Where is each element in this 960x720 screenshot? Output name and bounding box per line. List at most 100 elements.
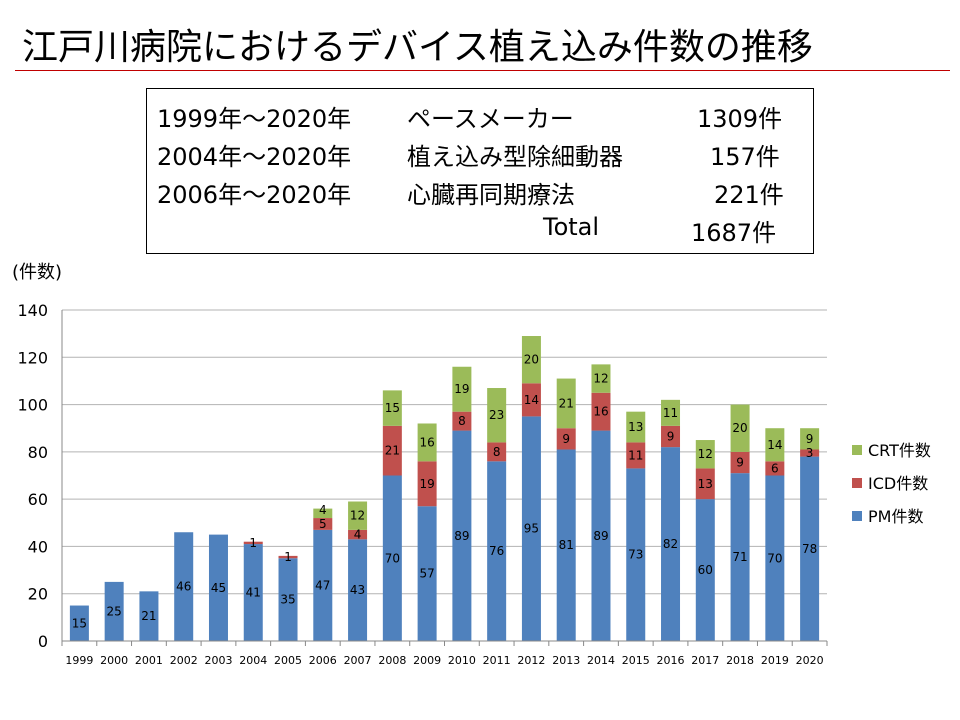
title-divider bbox=[15, 70, 950, 71]
summary-device: Total bbox=[543, 213, 600, 241]
y-tick-label: 40 bbox=[28, 537, 48, 556]
data-label: 35 bbox=[280, 593, 295, 607]
bar-segment bbox=[278, 555, 298, 559]
x-tick-label: 2005 bbox=[274, 654, 302, 667]
data-label: 16 bbox=[419, 435, 434, 449]
data-label: 5 bbox=[319, 517, 327, 531]
data-label: 47 bbox=[315, 578, 330, 592]
bar-segment bbox=[661, 425, 681, 448]
data-label: 21 bbox=[559, 396, 574, 410]
x-tick-label: 2010 bbox=[448, 654, 476, 667]
legend-label: ICD件数 bbox=[868, 474, 928, 493]
summary-device: 心臓再同期療法 bbox=[407, 181, 575, 209]
data-label: 8 bbox=[493, 445, 501, 459]
bar-segment bbox=[139, 591, 159, 641]
bar-segment bbox=[382, 425, 402, 476]
x-tick-label: 2008 bbox=[378, 654, 406, 667]
summary-period: 2004年～2020年 bbox=[157, 143, 352, 171]
x-tick-label: 2017 bbox=[691, 654, 719, 667]
y-axis-label: (件数) bbox=[12, 262, 63, 283]
data-label: 57 bbox=[419, 567, 434, 581]
bar-segment bbox=[591, 392, 611, 431]
data-label: 16 bbox=[593, 405, 608, 419]
bar-segment bbox=[765, 461, 785, 476]
data-label: 82 bbox=[663, 537, 678, 551]
bar-segment bbox=[556, 378, 576, 429]
bar-segment bbox=[626, 411, 646, 443]
bar-segment bbox=[626, 442, 646, 469]
x-tick-label: 2011 bbox=[483, 654, 511, 667]
x-tick-label: 2015 bbox=[622, 654, 650, 667]
y-tick-label: 100 bbox=[17, 396, 48, 415]
data-label: 13 bbox=[628, 420, 643, 434]
legend-swatch bbox=[852, 511, 862, 521]
data-label: 95 bbox=[524, 522, 539, 536]
data-label: 23 bbox=[489, 408, 504, 422]
data-label: 71 bbox=[732, 550, 747, 564]
data-label: 4 bbox=[354, 528, 362, 542]
page-title: 江戸川病院におけるデバイス植え込み件数の推移 bbox=[22, 27, 813, 68]
summary-box: 1999年～2020年 ペースメーカー 1309件 2004年～2020年 植え… bbox=[146, 88, 814, 254]
x-tick-label: 2007 bbox=[344, 654, 372, 667]
bar-segment bbox=[382, 390, 402, 426]
data-label: 20 bbox=[524, 353, 539, 367]
summary-device: ペースメーカー bbox=[407, 105, 574, 133]
x-tick-label: 2002 bbox=[170, 654, 198, 667]
data-label: 81 bbox=[559, 538, 574, 552]
data-label: 89 bbox=[454, 529, 469, 543]
data-label: 1 bbox=[284, 550, 292, 564]
data-label: 45 bbox=[211, 581, 226, 595]
bar-segment bbox=[348, 539, 368, 641]
bar-segment bbox=[730, 404, 750, 452]
bar-segment bbox=[487, 442, 507, 462]
x-tick-label: 2016 bbox=[657, 654, 685, 667]
bar-segment bbox=[765, 428, 785, 462]
data-label: 19 bbox=[454, 382, 469, 396]
bar-segment bbox=[313, 518, 333, 530]
summary-count: 221件 bbox=[714, 181, 784, 209]
bar-segment bbox=[452, 366, 472, 412]
bar-segment bbox=[661, 399, 681, 426]
summary-period: 1999年～2020年 bbox=[157, 105, 352, 133]
bar-segment bbox=[313, 529, 333, 641]
data-label: 12 bbox=[698, 447, 713, 461]
bar-segment bbox=[591, 364, 611, 393]
bar-segment bbox=[730, 473, 750, 641]
bar-segment bbox=[313, 508, 333, 519]
x-tick-label: 2001 bbox=[135, 654, 163, 667]
data-label: 21 bbox=[141, 609, 156, 623]
data-label: 14 bbox=[767, 438, 782, 452]
data-label: 20 bbox=[732, 421, 747, 435]
bar-segment bbox=[69, 605, 89, 641]
x-tick-label: 2013 bbox=[552, 654, 580, 667]
summary-device: 植え込み型除細動器 bbox=[407, 143, 623, 171]
bar-segment bbox=[278, 558, 298, 641]
legend-label: CRT件数 bbox=[868, 441, 931, 460]
summary-count: 1687件 bbox=[691, 219, 777, 247]
legend-swatch bbox=[852, 478, 862, 488]
data-label: 3 bbox=[806, 446, 814, 460]
data-label: 78 bbox=[802, 542, 817, 556]
bar-segment bbox=[800, 428, 820, 450]
bar-segment bbox=[765, 475, 785, 641]
data-label: 12 bbox=[593, 372, 608, 386]
bar-segment bbox=[452, 430, 472, 641]
data-label: 9 bbox=[562, 432, 570, 446]
summary-period: 2006年～2020年 bbox=[157, 181, 352, 209]
y-tick-label: 60 bbox=[28, 490, 48, 509]
data-label: 11 bbox=[628, 448, 643, 462]
data-label: 70 bbox=[385, 551, 400, 565]
data-label: 73 bbox=[628, 548, 643, 562]
x-tick-label: 2014 bbox=[587, 654, 615, 667]
bar-segment bbox=[695, 440, 715, 469]
bar-segment bbox=[800, 456, 820, 641]
bar-segment bbox=[208, 534, 228, 641]
data-label: 9 bbox=[736, 455, 744, 469]
bar-segment bbox=[626, 468, 646, 641]
data-label: 25 bbox=[107, 604, 122, 618]
bar-segment bbox=[104, 581, 124, 641]
bar-segment bbox=[382, 475, 402, 641]
bar-segment bbox=[487, 388, 507, 443]
data-label: 15 bbox=[385, 401, 400, 415]
